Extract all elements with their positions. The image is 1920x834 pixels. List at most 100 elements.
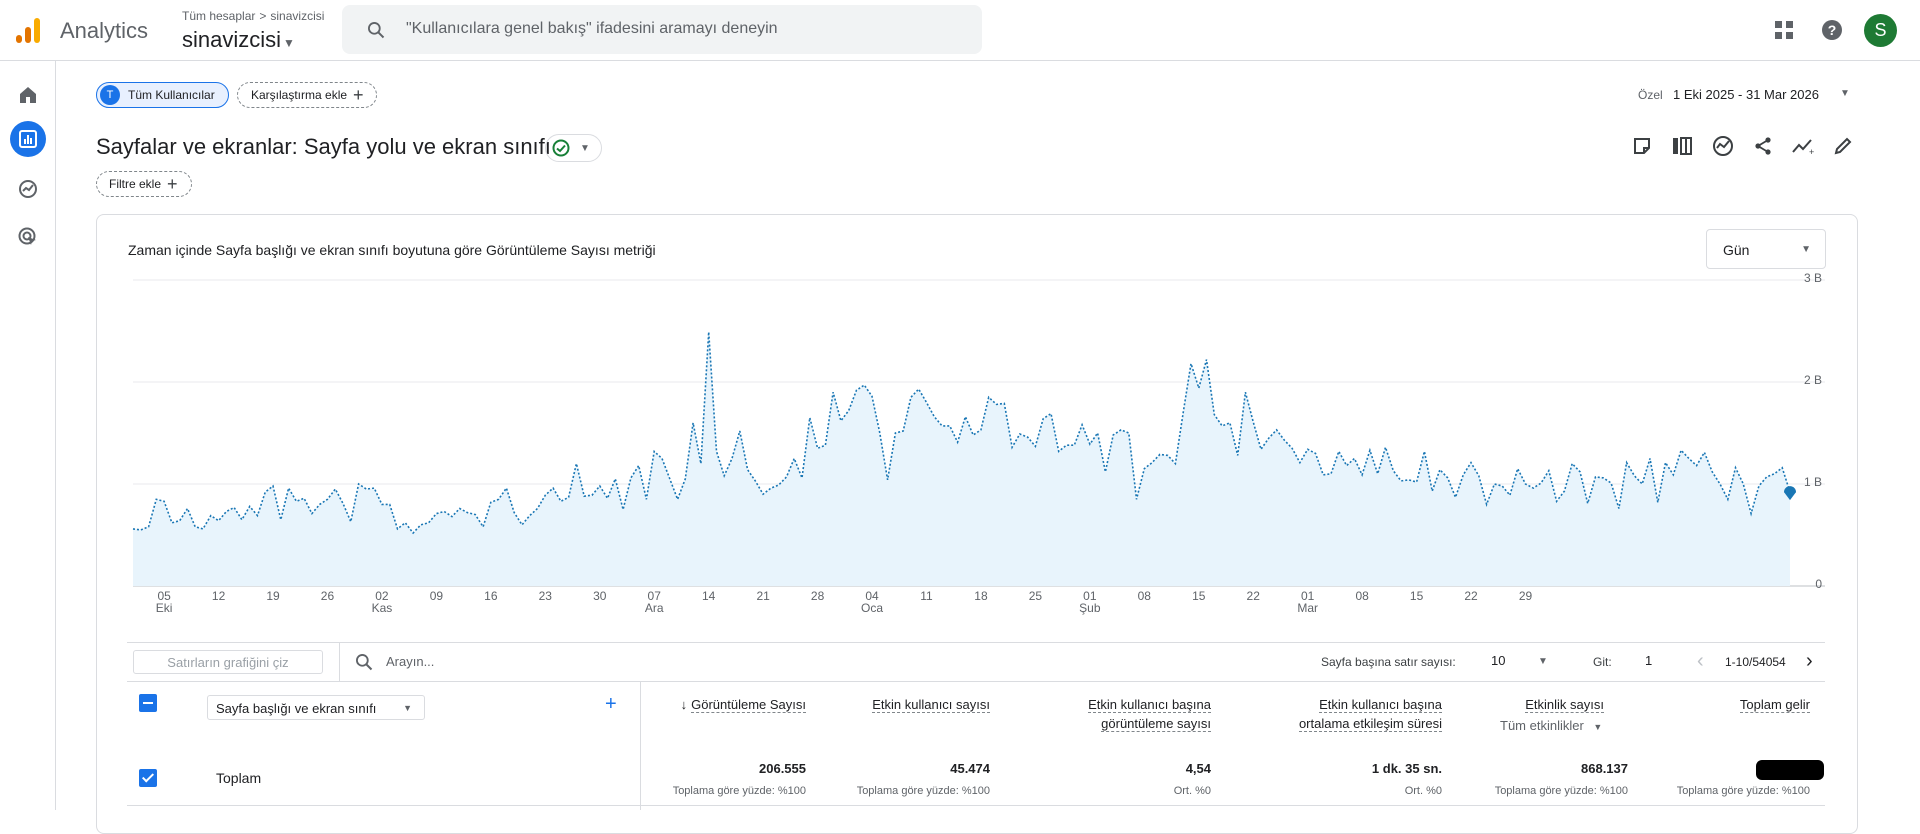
x-tick-label: 01 <box>1301 589 1315 603</box>
svg-text:?: ? <box>1828 22 1837 38</box>
share-icon[interactable] <box>1749 132 1777 160</box>
redacted-revenue-value <box>1756 760 1824 780</box>
event-selector-label: Tüm etkinlikler <box>1500 718 1584 733</box>
last-point-marker[interactable] <box>1784 486 1796 501</box>
column-header-active-users[interactable]: Etkin kullanıcı sayısı <box>872 697 990 713</box>
column-header-event-count[interactable]: Etkinlik sayısı <box>1525 697 1604 713</box>
analytics-logo-icon <box>16 18 40 43</box>
add-filter-button[interactable]: Filtre ekle + <box>96 171 192 197</box>
trend-icon[interactable]: + <box>1789 132 1817 160</box>
caret-down-icon: ▼ <box>283 36 295 50</box>
segment-label: Tüm Kullanıcılar <box>128 88 215 102</box>
add-comparison-button[interactable]: Karşılaştırma ekle + <box>237 82 377 108</box>
caret-down-icon: ▼ <box>1593 722 1603 732</box>
add-dimension-icon[interactable]: + <box>605 693 617 715</box>
search-icon <box>356 654 373 671</box>
apps-grid-icon[interactable] <box>1770 16 1798 44</box>
caret-down-icon[interactable]: ▼ <box>1538 656 1548 667</box>
table-search-input[interactable]: Arayın... <box>386 654 435 669</box>
x-tick-label: 29 <box>1519 589 1533 603</box>
avatar[interactable]: S <box>1864 14 1897 47</box>
rows-per-page-label: Sayfa başına satır sayısı: <box>1321 655 1456 669</box>
column-header-total-revenue[interactable]: Toplam gelir <box>1739 697 1810 713</box>
x-tick-label: 18 <box>974 589 988 603</box>
home-icon[interactable] <box>10 77 46 113</box>
total-views: 206.555 <box>759 761 806 776</box>
reports-icon[interactable] <box>10 121 46 157</box>
breadcrumb[interactable]: Tüm hesaplar > sinavizcisi <box>182 9 324 23</box>
date-range-picker[interactable]: 1 Eki 2025 - 31 Mar 2026 <box>1673 87 1819 102</box>
column-header-avg-engagement-time[interactable]: Etkin kullanıcı başına ortalama etkileşim… <box>1298 697 1442 732</box>
x-tick-label: 07 <box>648 589 662 603</box>
row-divider <box>127 805 1825 806</box>
x-tick-label: 22 <box>1464 589 1478 603</box>
x-tick-month-label: Mar <box>1297 601 1318 615</box>
totals-label: Toplam <box>216 770 262 786</box>
total-views-share: Toplama göre yüzde: %100 <box>672 785 806 797</box>
app-name: Analytics <box>60 18 149 43</box>
dimension-select[interactable]: Sayfa başlığı ve ekran sınıfı ▼ <box>207 695 425 720</box>
x-tick-label: 01 <box>1083 589 1097 603</box>
search-placeholder[interactable]: "Kullanıcılara genel bakış" ifadesini ar… <box>406 20 778 37</box>
segment-chip-all-users[interactable]: T Tüm Kullanıcılar <box>96 82 229 108</box>
caret-down-icon[interactable]: ▼ <box>1840 88 1850 99</box>
total-views-per-user-avg: Ort. %0 <box>1173 785 1211 797</box>
total-active-users-share: Toplama göre yüzde: %100 <box>856 785 990 797</box>
date-label: Özel <box>1638 88 1663 102</box>
page-title: Sayfalar ve ekranlar: Sayfa yolu ve ekra… <box>96 134 551 159</box>
column-header-views[interactable]: ↓ Görüntüleme Sayısı <box>680 697 806 713</box>
totals-row-checkbox[interactable] <box>139 769 157 787</box>
top-bar: Analytics Tüm hesaplar > sinavizcisi sinav… <box>0 0 1920 61</box>
x-tick-label: 23 <box>539 589 553 603</box>
column-divider <box>640 682 641 810</box>
y-tick-label: 0 <box>1815 577 1822 591</box>
account-name[interactable]: sinavizcisi <box>182 27 282 52</box>
explore-icon[interactable] <box>10 171 46 207</box>
select-all-checkbox[interactable] <box>139 694 157 712</box>
caret-down-icon: ▼ <box>403 703 412 713</box>
x-tick-label: 15 <box>1192 589 1206 603</box>
account-selector[interactable]: sinavizcisi ▼ <box>182 27 295 53</box>
rows-per-page-select[interactable]: 10 <box>1491 653 1506 668</box>
x-tick-label: 30 <box>593 589 607 603</box>
advertising-icon[interactable] <box>10 219 46 255</box>
goto-page-input[interactable]: 1 <box>1645 653 1653 668</box>
x-tick-label: 16 <box>484 589 498 603</box>
notes-icon[interactable] <box>1628 132 1656 160</box>
x-tick-label: 05 <box>157 589 171 603</box>
report-status-dropdown[interactable]: ▼ <box>545 134 602 162</box>
goto-label: Git: <box>1593 655 1612 669</box>
search-bar[interactable]: "Kullanıcılara genel bakış" ifadesini ar… <box>342 5 982 54</box>
x-tick-label: 26 <box>321 589 335 603</box>
insights-icon[interactable] <box>1709 132 1737 160</box>
x-tick-label: 04 <box>865 589 879 603</box>
check-circle-icon <box>552 139 570 157</box>
event-selector[interactable]: Tüm etkinlikler ▼ <box>1500 718 1602 733</box>
x-tick-label: 19 <box>266 589 280 603</box>
chevron-right-icon[interactable]: › <box>1806 650 1813 672</box>
x-tick-label: 15 <box>1410 589 1424 603</box>
help-icon[interactable]: ? <box>1818 16 1846 44</box>
x-tick-label: 14 <box>702 589 716 603</box>
total-views-per-user: 4,54 <box>1185 761 1211 776</box>
breadcrumb-property[interactable]: sinavizcisi <box>270 9 325 23</box>
total-event-count-share: Toplama göre yüzde: %100 <box>1494 785 1628 797</box>
edit-icon[interactable] <box>1829 132 1857 160</box>
x-tick-label: 21 <box>756 589 770 603</box>
svg-text:+: + <box>1809 147 1814 156</box>
chevron-left-icon[interactable]: ‹ <box>1697 650 1704 672</box>
breadcrumb-root[interactable]: Tüm hesaplar <box>182 9 256 23</box>
x-tick-label: 02 <box>375 589 389 603</box>
x-tick-month-label: Oca <box>861 601 883 615</box>
granularity-select[interactable]: Gün ▼ <box>1706 229 1826 269</box>
toolbar-divider <box>339 642 340 682</box>
x-tick-month-label: Eki <box>156 601 173 615</box>
x-tick-label: 11 <box>920 589 933 603</box>
add-comparison-label: Karşılaştırma ekle <box>251 88 348 102</box>
caret-down-icon: ▼ <box>1801 244 1811 255</box>
column-header-views-per-user[interactable]: Etkin kullanıcı başına görüntüleme sayısı <box>1088 697 1211 732</box>
plot-rows-button[interactable]: Satırların grafiğini çiz <box>133 650 323 674</box>
compare-columns-icon[interactable] <box>1668 132 1696 160</box>
y-tick-label: 1 B <box>1804 475 1822 489</box>
